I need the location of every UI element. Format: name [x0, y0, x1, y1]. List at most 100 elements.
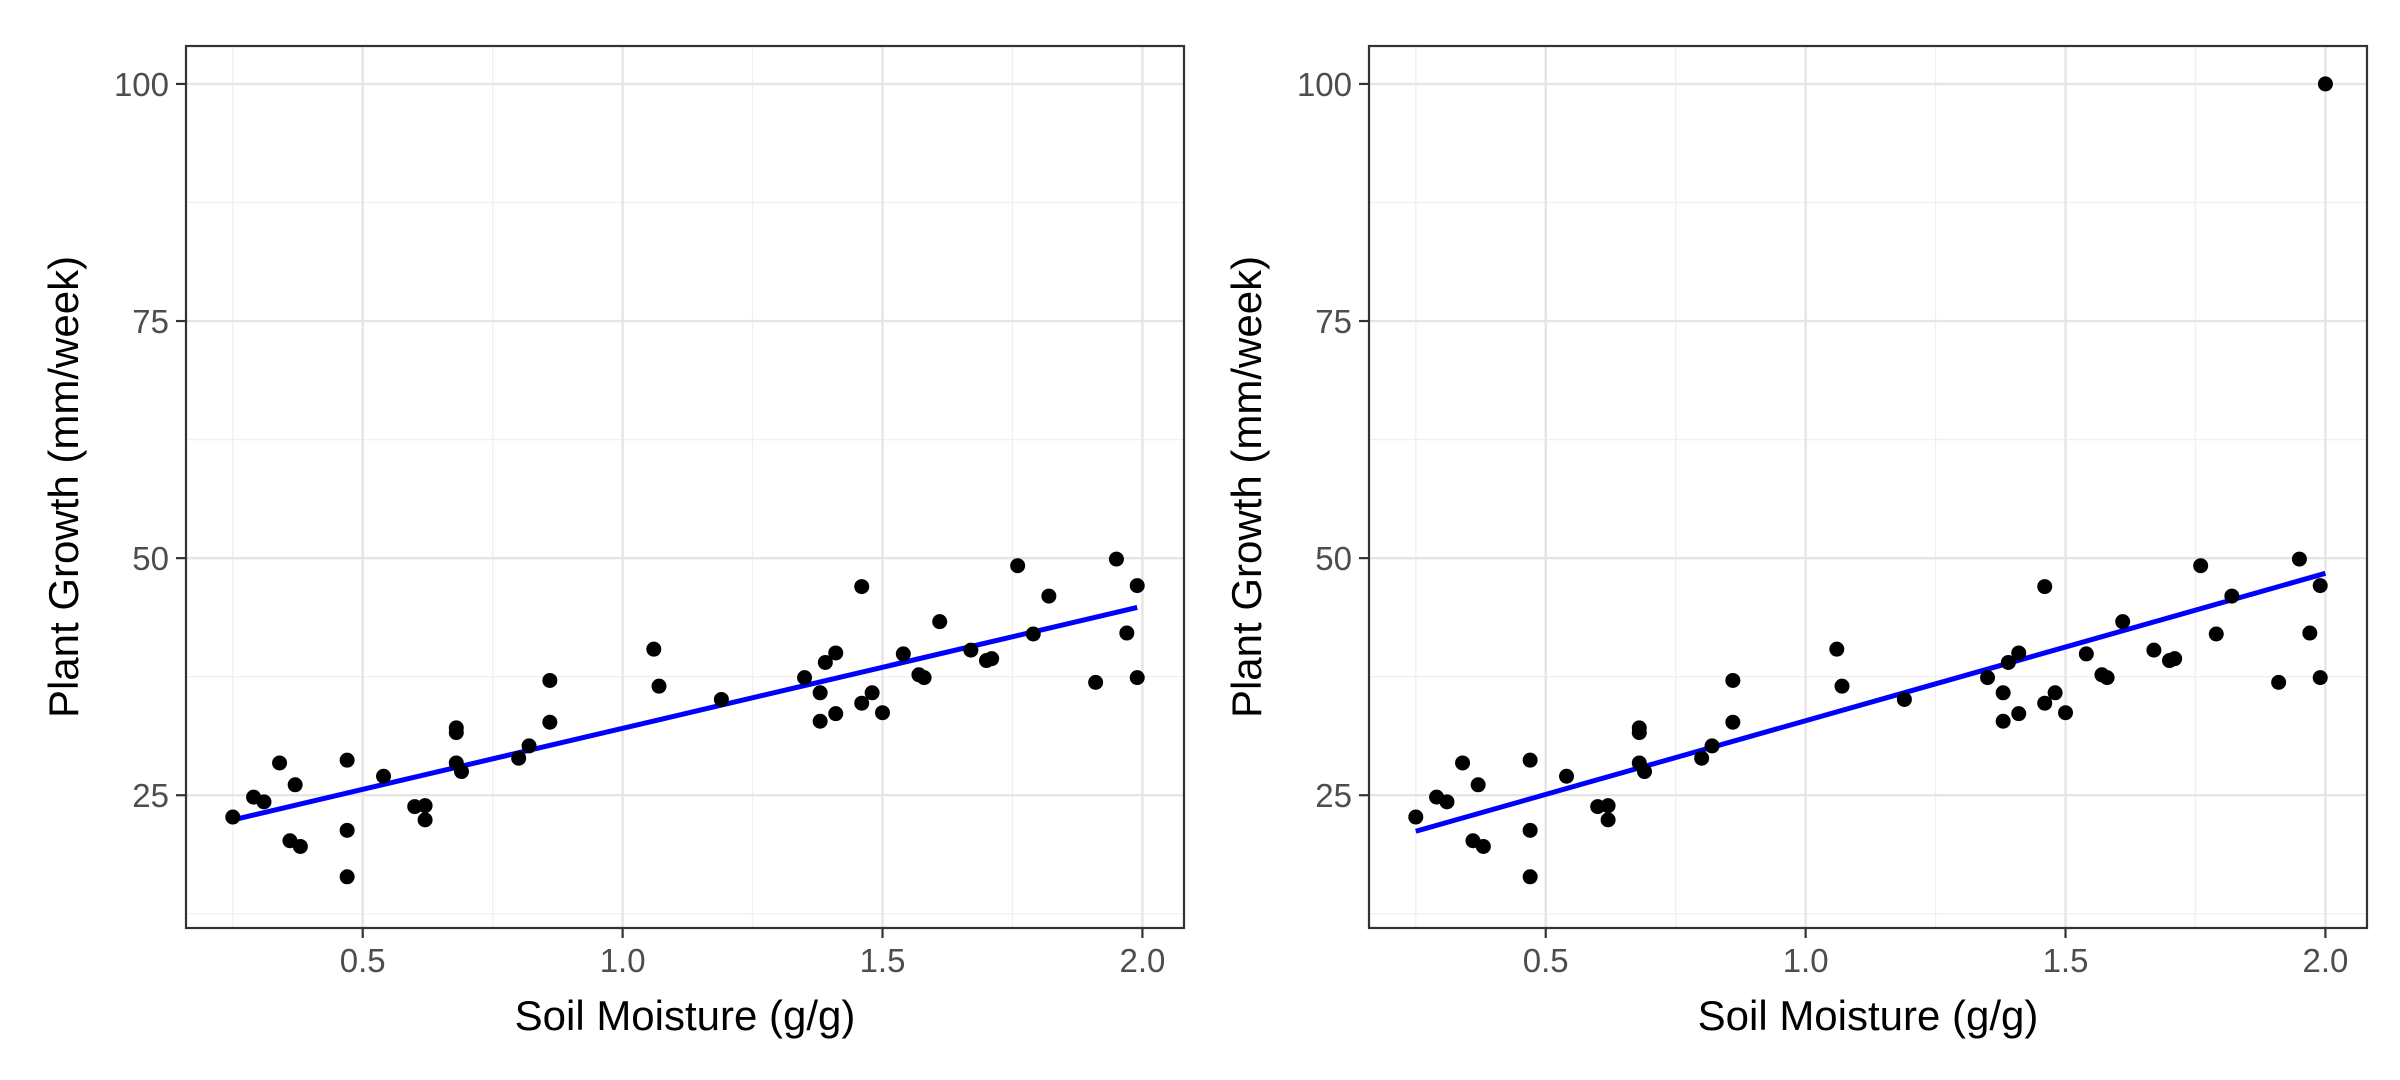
minor-grid-right: [1369, 46, 2367, 928]
data-point: [828, 706, 844, 722]
data-point: [932, 614, 948, 630]
data-point: [1475, 838, 1491, 854]
data-point: [272, 755, 288, 771]
x-tick-label: 1.0: [1783, 942, 1829, 979]
major-grid-left: [186, 46, 1184, 928]
data-point: [521, 738, 537, 754]
data-point: [1600, 812, 1616, 828]
data-point: [2037, 695, 2053, 711]
plot-area-left: [186, 46, 1184, 928]
data-point: [1522, 752, 1538, 768]
data-point: [984, 651, 1000, 667]
data-point: [812, 713, 828, 729]
data-point: [1559, 768, 1575, 784]
data-point: [1041, 588, 1057, 604]
y-ticks-left: 25 50 75 100: [114, 66, 186, 814]
x-axis-title-left: Soil Moisture (g/g): [515, 992, 856, 1039]
panel-border-right: [1367, 44, 2369, 930]
data-point: [376, 768, 392, 784]
data-point: [1834, 678, 1850, 694]
fit-line: [232, 605, 1138, 823]
data-point: [1995, 685, 2011, 701]
x-tick-label: 2.0: [1119, 942, 1165, 979]
major-grid-right: [1369, 46, 2367, 928]
data-point: [256, 794, 272, 810]
data-point: [417, 812, 433, 828]
fit-line-right-group: [1415, 570, 2327, 834]
y-tick-label: 75: [132, 303, 169, 340]
data-point: [963, 642, 979, 658]
data-point: [2011, 645, 2027, 661]
data-point: [2302, 625, 2318, 641]
data-point: [511, 750, 527, 766]
y-tick-label: 50: [132, 540, 169, 577]
data-point: [448, 725, 464, 741]
x-tick-label: 2.0: [2302, 942, 2348, 979]
data-point: [1725, 714, 1741, 730]
y-ticks-right: 25 50 75 100: [1297, 66, 1369, 814]
data-point: [1129, 578, 1145, 594]
data-point: [2115, 614, 2131, 630]
data-point: [2193, 558, 2209, 574]
data-point: [1522, 869, 1538, 885]
points-right: [1408, 76, 2333, 885]
data-point: [1636, 764, 1652, 780]
x-tick-label: 0.5: [340, 942, 386, 979]
y-tick-label: 50: [1315, 540, 1352, 577]
data-point: [797, 670, 813, 686]
fit-line: [1415, 570, 2327, 834]
data-point: [1439, 794, 1455, 810]
y-tick-label: 75: [1315, 303, 1352, 340]
panel-left: 0.5 1.0 1.5 2.0 25 50 75 100 Soil Moisture (g/…: [40, 44, 1186, 1039]
data-point: [2146, 642, 2162, 658]
data-point: [2099, 670, 2115, 686]
data-point: [1408, 809, 1424, 825]
data-point: [542, 714, 558, 730]
y-tick-label: 25: [132, 777, 169, 814]
minor-grid-left: [186, 46, 1184, 928]
data-point: [1995, 713, 2011, 729]
x-tick-label: 1.5: [860, 942, 906, 979]
data-point: [1980, 670, 1996, 686]
y-tick-label: 100: [1297, 66, 1352, 103]
data-point: [1129, 670, 1145, 686]
data-point: [2000, 654, 2016, 670]
data-point: [864, 685, 880, 701]
data-point: [2312, 670, 2328, 686]
data-point: [812, 685, 828, 701]
panel-right: 0.5 1.0 1.5 2.0 25 50 75 100 Soil Moisture (g/…: [1223, 44, 2369, 1039]
data-point: [1631, 725, 1647, 741]
data-point: [1470, 777, 1486, 793]
x-ticks-right: 0.5 1.0 1.5 2.0: [1523, 928, 2348, 979]
x-tick-label: 1.0: [600, 942, 646, 979]
data-point: [1455, 755, 1471, 771]
panel-border-left: [184, 44, 1186, 930]
data-point: [1108, 551, 1124, 567]
points-left: [225, 551, 1145, 885]
data-point: [2167, 651, 2183, 667]
data-point: [854, 579, 870, 595]
data-point: [817, 654, 833, 670]
data-point: [2271, 674, 2287, 690]
data-point: [2011, 706, 2027, 722]
data-point: [1522, 822, 1538, 838]
data-point: [417, 798, 433, 814]
data-point: [1704, 738, 1720, 754]
fit-line-left-group: [232, 605, 1138, 823]
data-point: [225, 809, 241, 825]
data-point: [339, 869, 355, 885]
data-point: [1896, 691, 1912, 707]
data-point: [1088, 674, 1104, 690]
x-axis-title-right: Soil Moisture (g/g): [1698, 992, 2039, 1039]
data-point: [2312, 578, 2328, 594]
data-point: [453, 764, 469, 780]
data-point: [2037, 579, 2053, 595]
data-point: [2224, 588, 2240, 604]
plot-area-right: [1369, 46, 2367, 928]
data-point: [2208, 626, 2224, 642]
data-point: [713, 691, 729, 707]
data-point: [2078, 646, 2094, 662]
data-point: [542, 672, 558, 688]
data-point: [1829, 641, 1845, 657]
